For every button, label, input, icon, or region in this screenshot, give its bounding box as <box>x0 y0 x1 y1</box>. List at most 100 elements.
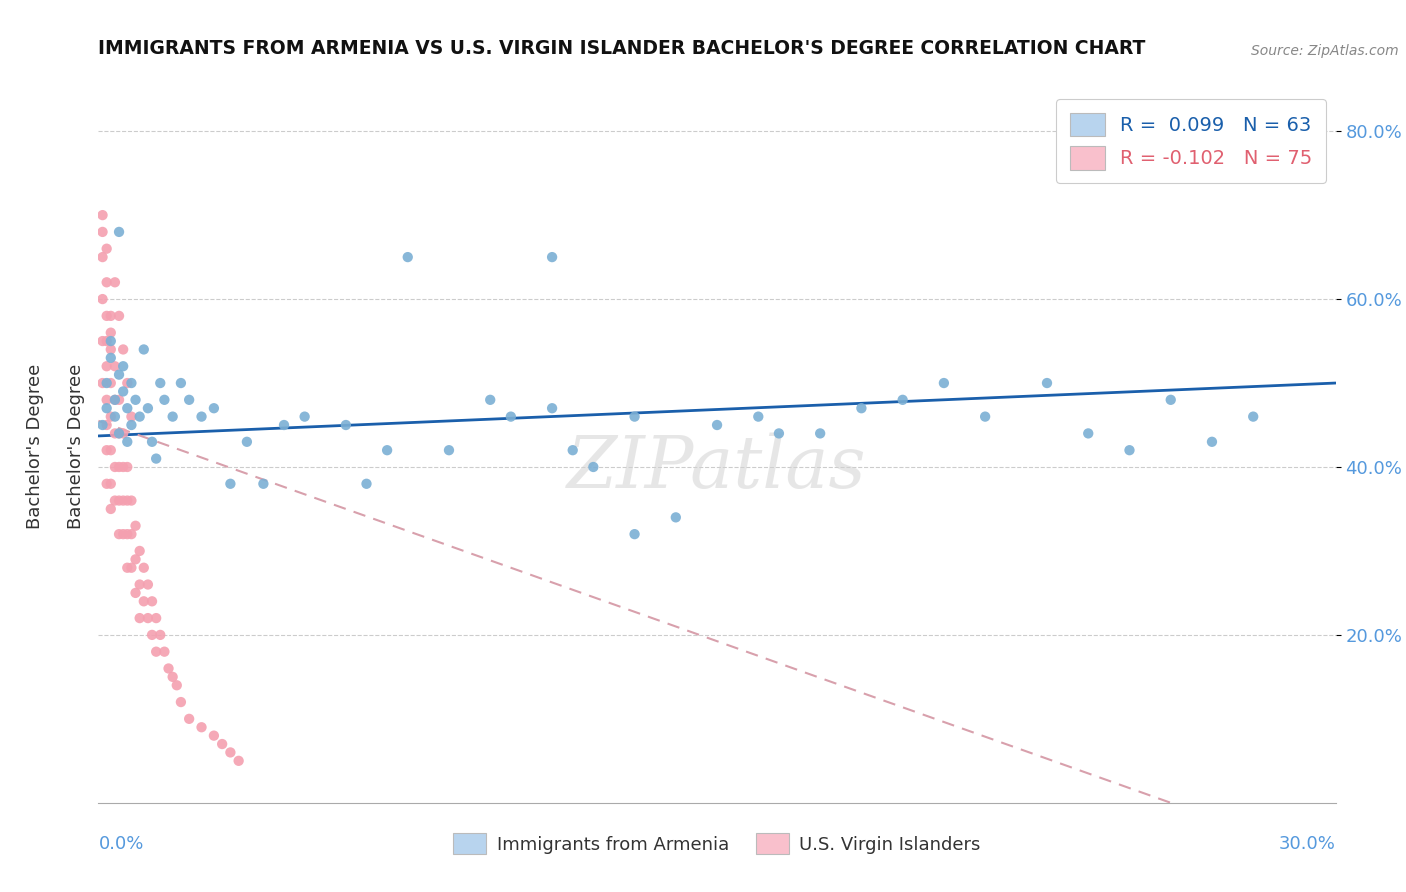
Point <box>108 392 131 407</box>
Point <box>117 460 139 475</box>
Point <box>100 409 122 424</box>
Point <box>162 670 184 684</box>
Point <box>1201 434 1223 449</box>
Point <box>375 443 398 458</box>
Point <box>162 409 184 424</box>
Point <box>100 309 122 323</box>
Point <box>112 343 135 357</box>
Y-axis label: Bachelor's Degree: Bachelor's Degree <box>66 363 84 529</box>
Point <box>136 577 159 591</box>
Point <box>117 434 139 449</box>
Point <box>104 493 127 508</box>
Text: 30.0%: 30.0% <box>1279 835 1336 853</box>
Point <box>120 493 142 508</box>
Point <box>96 376 118 390</box>
Text: IMMIGRANTS FROM ARMENIA VS U.S. VIRGIN ISLANDER BACHELOR'S DEGREE CORRELATION CH: IMMIGRANTS FROM ARMENIA VS U.S. VIRGIN I… <box>98 39 1146 58</box>
Point <box>100 343 122 357</box>
Point <box>104 392 127 407</box>
Point <box>132 560 155 574</box>
Point <box>273 417 295 432</box>
Point <box>104 359 127 374</box>
Point <box>96 359 118 374</box>
Point <box>108 527 131 541</box>
Point <box>96 476 118 491</box>
Point <box>665 510 688 524</box>
Point <box>120 409 142 424</box>
Point <box>104 426 127 441</box>
Point <box>202 401 225 416</box>
Point <box>91 250 114 264</box>
Point <box>623 527 645 541</box>
Point <box>932 376 955 390</box>
Point <box>117 560 139 574</box>
Point <box>190 409 212 424</box>
Text: ZIPatlas: ZIPatlas <box>567 432 868 503</box>
Point <box>541 401 564 416</box>
Point <box>132 343 155 357</box>
Point <box>132 594 155 608</box>
Point <box>145 451 167 466</box>
Point <box>108 426 131 441</box>
Point <box>100 502 122 516</box>
Point <box>145 611 167 625</box>
Point <box>179 392 201 407</box>
Point <box>228 754 250 768</box>
Point <box>219 476 242 491</box>
Point <box>891 392 914 407</box>
Point <box>294 409 316 424</box>
Point <box>166 678 188 692</box>
Point <box>179 712 201 726</box>
Point <box>1077 426 1099 441</box>
Point <box>96 334 118 348</box>
Point <box>851 401 873 416</box>
Point <box>100 326 122 340</box>
Point <box>120 376 142 390</box>
Point <box>112 384 135 399</box>
Point <box>1241 409 1264 424</box>
Point <box>96 443 118 458</box>
Point <box>252 476 274 491</box>
Point <box>104 460 127 475</box>
Point <box>108 460 131 475</box>
Point <box>202 729 225 743</box>
Point <box>91 417 114 432</box>
Point <box>112 460 135 475</box>
Point <box>91 208 114 222</box>
Point <box>211 737 233 751</box>
Point <box>128 611 150 625</box>
Point <box>108 225 131 239</box>
Point <box>141 594 163 608</box>
Point <box>149 628 172 642</box>
Point <box>541 250 564 264</box>
Point <box>96 392 118 407</box>
Point <box>100 351 122 365</box>
Point <box>100 334 122 348</box>
Point <box>108 426 131 441</box>
Point <box>104 409 127 424</box>
Point <box>157 661 180 675</box>
Point <box>112 426 135 441</box>
Point <box>706 417 728 432</box>
Point <box>1160 392 1182 407</box>
Point <box>117 493 139 508</box>
Point <box>96 401 118 416</box>
Point <box>120 417 142 432</box>
Point <box>91 334 114 348</box>
Point <box>112 493 135 508</box>
Point <box>91 225 114 239</box>
Point <box>356 476 378 491</box>
Point <box>117 527 139 541</box>
Point <box>124 392 146 407</box>
Point <box>128 544 150 558</box>
Point <box>128 409 150 424</box>
Point <box>141 628 163 642</box>
Point <box>141 434 163 449</box>
Point <box>437 443 460 458</box>
Point <box>100 376 122 390</box>
Point <box>974 409 997 424</box>
Point <box>128 577 150 591</box>
Point <box>120 527 142 541</box>
Point <box>124 552 146 566</box>
Point <box>124 586 146 600</box>
Point <box>582 460 605 475</box>
